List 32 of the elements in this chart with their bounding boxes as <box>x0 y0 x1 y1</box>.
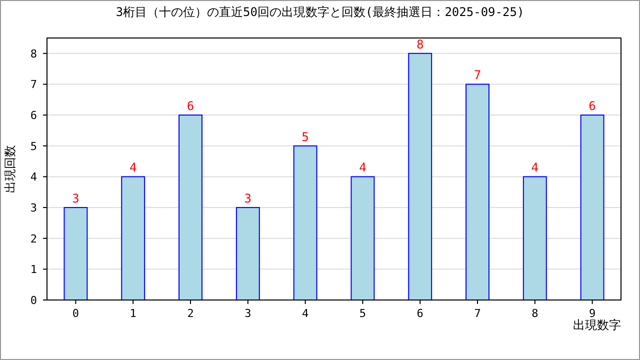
x-axis-title: 出現数字 <box>573 318 621 332</box>
y-tick-label: 4 <box>30 170 38 184</box>
data-label: 8 <box>416 37 424 52</box>
x-tick-label: 3 <box>244 307 252 320</box>
y-tick-label: 6 <box>30 109 37 122</box>
data-label: 7 <box>474 68 482 82</box>
data-label: 4 <box>531 160 539 175</box>
y-tick-label: 2 <box>30 232 37 246</box>
y-axis-title: 出現回数 <box>3 145 17 193</box>
y-tick-label: 7 <box>30 78 37 92</box>
data-label: 3 <box>72 192 80 206</box>
x-tick-label: 7 <box>474 307 481 320</box>
x-tick-label: 9 <box>588 307 596 320</box>
chart-title: 3桁目（十の位）の直近50回の出現数字と回数(最終抽選日：2025-09-25) <box>116 5 524 19</box>
x-tick-label: 0 <box>72 307 80 320</box>
x-tick-label: 1 <box>130 307 136 320</box>
x-tick-label: 4 <box>302 307 309 320</box>
x-tick-label: 5 <box>359 307 366 320</box>
data-label: 5 <box>302 130 309 144</box>
data-label: 4 <box>129 160 137 175</box>
y-tick-label: 1 <box>30 263 37 276</box>
x-tick-label: 2 <box>187 307 194 320</box>
y-tick-label: 3 <box>30 202 37 215</box>
y-tick-label: 8 <box>30 47 37 60</box>
x-tick-label: 8 <box>532 307 538 320</box>
y-tick-label: 0 <box>30 294 37 307</box>
x-tick-label: 6 <box>416 307 424 320</box>
data-label: 4 <box>359 160 366 175</box>
data-label: 6 <box>186 99 194 114</box>
y-tick-label: 5 <box>30 140 37 153</box>
data-label: 3 <box>244 192 252 206</box>
data-label: 6 <box>588 99 596 114</box>
